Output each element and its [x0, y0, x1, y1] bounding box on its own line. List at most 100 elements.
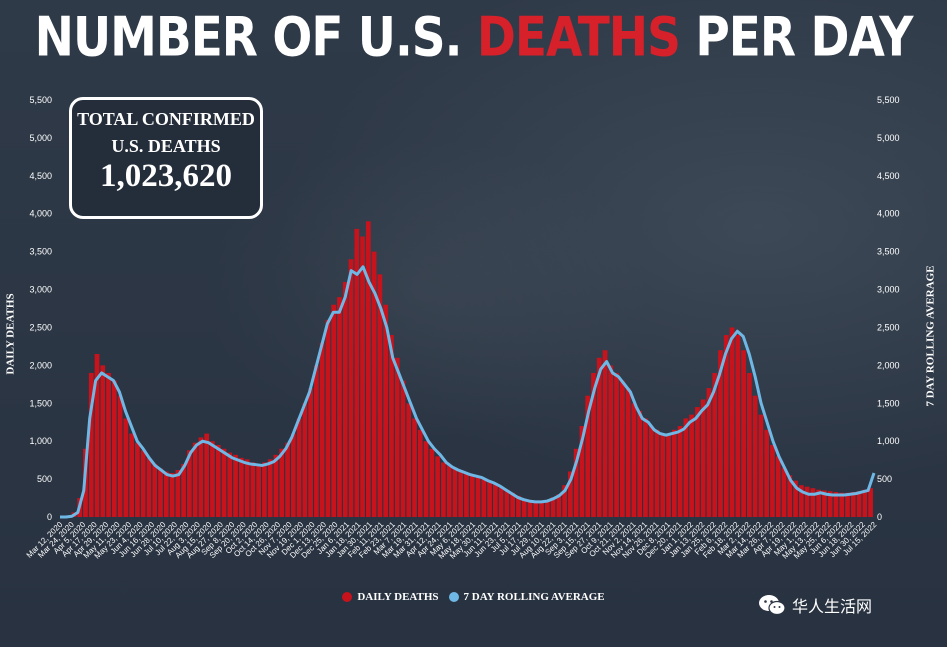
daily-deaths-bar [533, 501, 539, 517]
daily-deaths-bar [787, 475, 793, 517]
daily-deaths-bar [290, 433, 296, 517]
daily-deaths-bar [123, 418, 129, 517]
daily-deaths-bar [804, 486, 810, 517]
daily-deaths-bar [556, 494, 562, 517]
daily-deaths-bar [469, 474, 475, 517]
daily-deaths-bar [827, 491, 833, 517]
daily-deaths-bar [504, 489, 510, 517]
y-tick-label-right: 1,000 [877, 436, 900, 446]
daily-deaths-bar [319, 342, 325, 517]
y-tick-label-right: 500 [877, 474, 892, 484]
watermark: 华人生活网 [758, 593, 872, 617]
daily-deaths-bar [579, 426, 585, 517]
daily-deaths-bar [573, 448, 579, 517]
daily-deaths-bar [389, 335, 394, 517]
daily-deaths-bar [810, 488, 816, 517]
daily-deaths-bar [204, 433, 210, 517]
daily-deaths-bar [706, 388, 712, 517]
daily-deaths-bar [192, 442, 198, 517]
daily-deaths-bar [735, 335, 741, 517]
legend-item-rolling: 7 DAY ROLLING AVERAGE [448, 591, 605, 603]
daily-deaths-bar [868, 488, 873, 517]
y-axis-left-title: DAILY DEATHS [4, 293, 17, 375]
daily-deaths-bar [712, 372, 718, 517]
daily-deaths-bar [845, 492, 850, 517]
daily-deaths-bar [296, 418, 302, 517]
daily-deaths-bar [521, 498, 527, 517]
y-tick-label-right: 5,000 [877, 133, 900, 143]
daily-deaths-bar [429, 448, 435, 517]
legend-daily-dot [342, 592, 353, 602]
y-tick-label-left: 1,000 [29, 436, 52, 446]
daily-deaths-bar [591, 372, 596, 517]
daily-deaths-bar [423, 441, 429, 517]
daily-deaths-bar [244, 459, 250, 517]
title-part1: NUMBER OF U.S. [34, 5, 477, 70]
daily-deaths-bars [60, 221, 873, 517]
rolling-average-line [60, 265, 876, 519]
daily-deaths-bar [550, 497, 556, 517]
daily-deaths-bar [695, 407, 700, 517]
y-tick-label-left: 5,000 [29, 133, 52, 143]
daily-deaths-bar [233, 454, 238, 517]
daily-deaths-bar [862, 489, 868, 517]
daily-deaths-bar [608, 365, 614, 517]
daily-deaths-bar [562, 485, 567, 517]
daily-deaths-bar [585, 395, 591, 517]
y-tick-label-right: 3,500 [877, 247, 900, 257]
daily-deaths-bar [798, 485, 804, 517]
daily-deaths-bar [758, 414, 764, 517]
daily-deaths-bar [833, 491, 839, 517]
legend-item-daily: DAILY DEATHS [342, 591, 439, 603]
daily-deaths-bar [187, 450, 192, 517]
daily-deaths-bar [752, 395, 758, 517]
daily-deaths-bar [377, 274, 383, 517]
y-tick-label-right: 2,500 [877, 322, 900, 332]
daily-deaths-bar [175, 469, 181, 517]
daily-deaths-bar [596, 357, 602, 517]
daily-deaths-bar [446, 465, 452, 517]
daily-deaths-bar [764, 429, 770, 517]
daily-deaths-bar [146, 457, 152, 517]
daily-deaths-bar [671, 429, 677, 517]
daily-deaths-bar [770, 444, 775, 517]
daily-deaths-bar [342, 281, 348, 517]
daily-deaths-bar [279, 448, 285, 517]
daily-deaths-bar [267, 459, 273, 517]
daily-deaths-bar [475, 477, 481, 517]
daily-deaths-bar [111, 380, 117, 517]
daily-deaths-bar [683, 418, 689, 517]
daily-deaths-bar [458, 469, 464, 517]
y-tick-label-right: 5,500 [877, 95, 900, 105]
y-tick-label-left: 4,500 [29, 171, 52, 181]
y-tick-label-right: 4,000 [877, 209, 900, 219]
daily-deaths-bar [614, 372, 619, 517]
daily-deaths-bar [285, 442, 290, 517]
daily-deaths-bar [850, 491, 856, 517]
y-tick-label-right: 0 [877, 512, 882, 522]
daily-deaths-bar [250, 462, 256, 517]
daily-deaths-bar [856, 491, 862, 517]
daily-deaths-bar [158, 468, 163, 517]
daily-deaths-bar [325, 319, 331, 517]
y-tick-label-right: 3,000 [877, 285, 900, 295]
daily-deaths-bar [181, 463, 186, 517]
daily-deaths-bar [498, 486, 504, 517]
daily-deaths-bar [394, 357, 400, 517]
y-tick-label-right: 1,500 [877, 398, 900, 408]
y-axis-left: 0 500 1,000 1,500 2,000 2,500 3,000 3,500 4,000 4… [29, 95, 52, 522]
daily-deaths-bar [256, 463, 262, 517]
daily-deaths-bar [198, 437, 204, 517]
daily-deaths-bar [400, 380, 406, 517]
daily-deaths-bar [689, 414, 694, 517]
daily-deaths-bar [481, 479, 487, 517]
daily-deaths-bar [140, 450, 146, 517]
total-deaths-box: TOTAL CONFIRMED U.S. DEATHS 1,023,620 [69, 97, 263, 219]
daily-deaths-bar [793, 480, 798, 517]
y-tick-label-left: 500 [37, 474, 52, 484]
daily-deaths-bar [221, 448, 227, 517]
y-tick-label-left: 2,000 [29, 360, 52, 370]
daily-deaths-bar [568, 471, 573, 517]
daily-deaths-bar [302, 403, 308, 517]
